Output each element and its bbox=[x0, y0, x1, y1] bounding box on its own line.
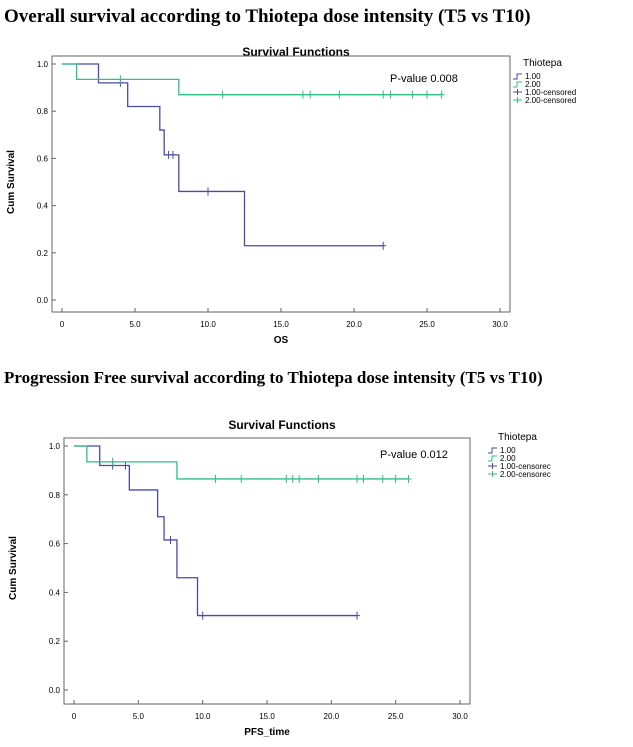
chart2-y-tick-label: 0.6 bbox=[49, 540, 61, 549]
chart1-legend-swatch bbox=[513, 73, 522, 80]
chart2-x-tick-label: 30.0 bbox=[452, 712, 468, 721]
chart1-x-tick-label: 15.0 bbox=[273, 320, 289, 329]
chart2-series-2-censor-mark bbox=[212, 474, 219, 483]
chart2-series-1-censor-mark bbox=[167, 535, 174, 544]
chart1-series-1-censor-mark bbox=[205, 187, 211, 196]
chart1-y-tick-label: 0.2 bbox=[37, 249, 49, 258]
chart2-y-tick-label: 0.0 bbox=[49, 686, 61, 695]
chart1-legend-swatch bbox=[513, 89, 522, 95]
chart1-title: Survival Functions bbox=[242, 45, 350, 59]
chart2-legend-label: 1.00 bbox=[500, 446, 516, 455]
chart1-legend-label: 2.00 bbox=[525, 80, 541, 89]
chart2-legend-swatch bbox=[488, 455, 497, 462]
figure-title-progression-free-survival: Progression Free survival according to T… bbox=[4, 368, 543, 387]
chart2-legend-label: 2.00 bbox=[500, 454, 516, 463]
chart2-x-tick-label: 25.0 bbox=[388, 712, 404, 721]
chart1-legend-swatch bbox=[513, 97, 522, 103]
chart1-legend-label: 1.00 bbox=[525, 72, 541, 81]
chart1-x-tick-label: 20.0 bbox=[346, 320, 362, 329]
chart1-legend-label: 1.00-censored bbox=[525, 88, 576, 97]
chart2-series-2-censor-mark bbox=[296, 474, 303, 483]
chart1-series-1-curve bbox=[62, 63, 384, 247]
chart1-y-tick-label: 1.0 bbox=[37, 60, 49, 69]
chart2-legend-label: 1.00-censorec bbox=[500, 462, 551, 471]
chart1-x-tick-label: 30.0 bbox=[492, 320, 508, 329]
chart2-y-axis-label: Cum Survival bbox=[8, 536, 19, 600]
chart1-series-2-censor-mark bbox=[409, 90, 416, 99]
chart2-series-2-censor-mark bbox=[315, 474, 322, 483]
chart1-series-2-censor-mark bbox=[336, 90, 343, 99]
chart2-y-tick-label: 0.4 bbox=[49, 588, 61, 597]
chart1-series-2-censor-mark bbox=[299, 90, 306, 99]
chart2-series-2-censor-mark bbox=[360, 474, 367, 483]
chart2-series-2-censor-mark bbox=[405, 474, 412, 483]
chart2-series-2-censor-mark bbox=[392, 474, 399, 483]
chart1-legend-label: 2.00-censored bbox=[525, 96, 576, 105]
chart2-series-2-censor-mark bbox=[354, 474, 361, 483]
chart1-x-tick-label: 5.0 bbox=[129, 320, 141, 329]
chart2-series-2-censor-mark bbox=[238, 474, 245, 483]
chart2-series-2-censor-mark bbox=[283, 474, 290, 483]
chart1-series-2-censor-mark bbox=[424, 90, 430, 99]
chart2-x-tick-label: 5.0 bbox=[133, 712, 145, 721]
chart1-legend-title: Thiotepa bbox=[523, 58, 562, 69]
chart1-series-2-censor-mark bbox=[307, 90, 314, 99]
chart2-legend-swatch bbox=[488, 471, 497, 477]
chart1-series-2-censor-mark bbox=[387, 90, 394, 99]
pfs-chart-panel: Survival Functions 0.0 0.2 0.4 0.6 0.8 1.0 0 5.0… bbox=[0, 408, 633, 742]
chart1-series-2-censor-mark bbox=[438, 90, 445, 99]
chart1-y-tick-label: 0.0 bbox=[37, 296, 49, 305]
chart2-x-tick-label: 15.0 bbox=[259, 712, 275, 721]
chart1-series-1-censor-mark bbox=[380, 241, 387, 250]
chart2-p-value-annotation: P-value 0.012 bbox=[380, 449, 448, 461]
figure-title-overall-survival: Overall survival according to Thiotepa d… bbox=[4, 6, 531, 27]
chart2-y-tick-label: 1.0 bbox=[49, 442, 61, 451]
chart1-y-tick-label: 0.6 bbox=[37, 154, 49, 163]
chart2-legend-title: Thiotepa bbox=[498, 432, 537, 443]
chart2-plot-frame bbox=[63, 437, 471, 705]
chart1-x-tick-label: 25.0 bbox=[419, 320, 435, 329]
chart2-series-2-curve bbox=[74, 445, 409, 480]
chart2-legend-swatch bbox=[488, 447, 497, 454]
chart1-x-axis-label: OS bbox=[274, 335, 289, 346]
chart2-series-1-censor-mark bbox=[122, 461, 129, 470]
chart2-legend-label: 2.00-censorec bbox=[500, 470, 551, 479]
chart2-x-tick-label: 10.0 bbox=[195, 712, 211, 721]
chart1-y-axis-label: Cum Survival bbox=[6, 150, 17, 214]
chart1-y-tick-label: 0.4 bbox=[37, 202, 49, 211]
chart2-title: Survival Functions bbox=[228, 418, 336, 432]
chart2-series-2-censor-mark bbox=[289, 474, 296, 483]
os-chart-panel: Survival Functions 0.0 0.2 0.4 0.6 0.8 1.0 0 5.0… bbox=[0, 40, 633, 350]
chart2-series-1-censor-mark bbox=[354, 611, 361, 620]
chart2-legend-swatch bbox=[488, 463, 497, 469]
chart1-series-2-censor-mark bbox=[117, 75, 124, 84]
chart2-series-1-curve bbox=[74, 445, 358, 617]
chart1-y-tick-label: 0.8 bbox=[37, 107, 49, 116]
chart2-y-tick-label: 0.2 bbox=[49, 637, 61, 646]
chart1-series-2-censor-mark bbox=[380, 90, 387, 99]
chart1-x-tick-label: 10.0 bbox=[200, 320, 216, 329]
chart1-p-value-annotation: P-value 0.008 bbox=[390, 73, 458, 85]
chart2-series-2-censor-mark bbox=[109, 457, 116, 466]
chart2-x-tick-label: 20.0 bbox=[324, 712, 340, 721]
chart1-legend-swatch bbox=[513, 81, 522, 88]
chart2-series-2-censor-mark bbox=[379, 474, 386, 483]
chart2-series-1-censor-mark bbox=[199, 611, 206, 620]
chart1-x-tick-label: 0 bbox=[60, 320, 65, 329]
chart2-x-tick-label: 0 bbox=[72, 712, 77, 721]
chart1-series-2-censor-mark bbox=[219, 90, 226, 99]
chart2-x-axis-label: PFS_time bbox=[244, 727, 290, 738]
chart1-series-1-censor-mark bbox=[169, 150, 176, 159]
chart2-y-tick-label: 0.8 bbox=[49, 491, 61, 500]
